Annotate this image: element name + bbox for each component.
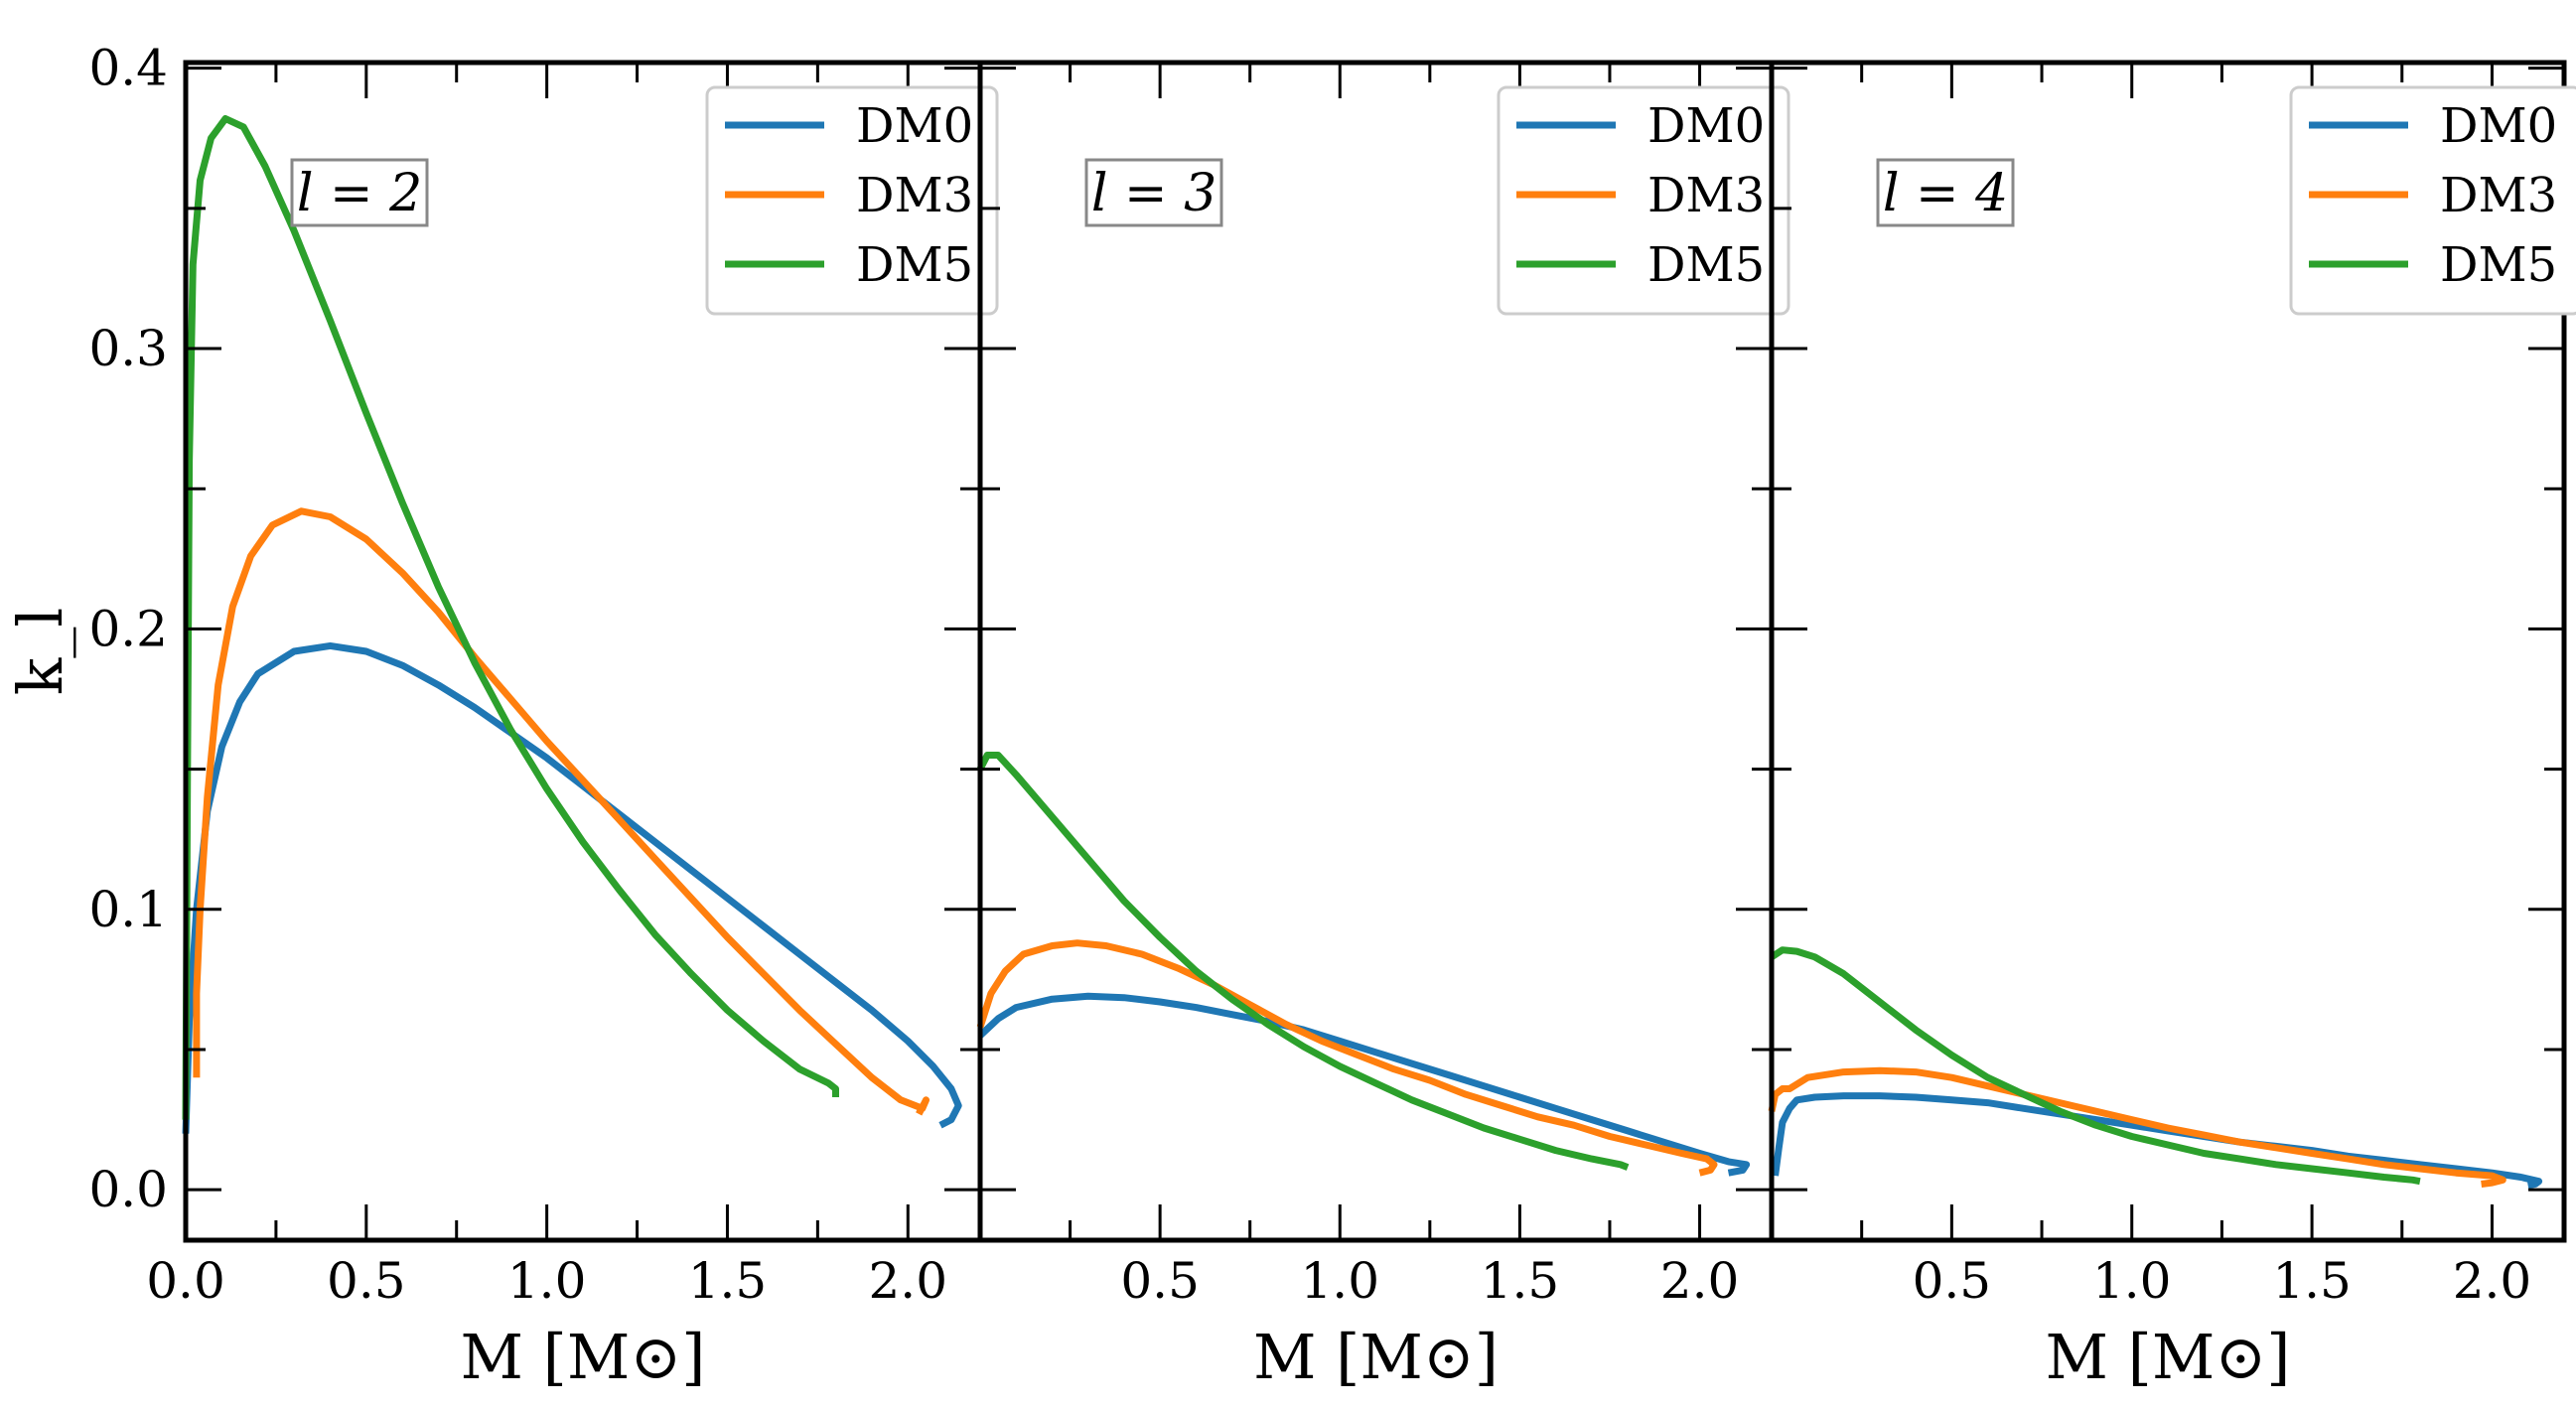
series-line-dm5 — [1770, 946, 2421, 1186]
x-axis-label: M [M⊙] — [1253, 1321, 1499, 1393]
legend-label-dm3: DM3 — [2440, 168, 2557, 223]
legend-label-dm0: DM0 — [856, 98, 973, 154]
y-tick-label: 0.1 — [88, 881, 168, 938]
legend-label-dm0: DM0 — [1647, 98, 1765, 154]
annotation-label: l = 2 — [297, 164, 422, 223]
x-tick-label: 1.0 — [2092, 1252, 2172, 1310]
x-tick-label: 2.0 — [869, 1252, 948, 1310]
x-tick-label: 1.0 — [1301, 1252, 1380, 1310]
annotation-box — [1876, 158, 2015, 227]
panel-2: 0.5 1.0 1.5 2.0 l = 3 DM0 DM3 DM5 M [M⊙] — [976, 60, 1790, 1393]
x-tick-label: 1.5 — [1481, 1252, 1560, 1310]
y-tick-label: 0.2 — [88, 600, 168, 657]
series-line-dm5 — [976, 752, 1630, 1171]
y-tick-label: 0.4 — [88, 40, 168, 97]
y-tick-label: 0.3 — [88, 320, 168, 377]
series-line-dm3 — [976, 939, 1718, 1177]
annotation-label: l = 4 — [1883, 164, 2008, 223]
legend-label-dm5: DM5 — [1647, 237, 1765, 293]
legend-label-dm3: DM3 — [856, 168, 973, 223]
annotation-label: l = 3 — [1091, 164, 1216, 223]
x-tick-label: 1.5 — [688, 1252, 768, 1310]
y-tick-label: 0.0 — [88, 1161, 168, 1218]
legend-label-dm5: DM5 — [856, 237, 973, 293]
legend-label-dm0: DM0 — [2440, 98, 2557, 154]
x-tick-label: 0.5 — [327, 1252, 406, 1310]
legend-label-dm5: DM5 — [2440, 237, 2557, 293]
y-axis-label: k_l — [4, 608, 76, 695]
series-line-dm5 — [182, 115, 839, 1120]
series-line-dm3 — [193, 507, 930, 1116]
axes-frame — [1769, 60, 2567, 1243]
x-tick-label: 2.0 — [1660, 1252, 1740, 1310]
x-tick-label: 0.0 — [146, 1252, 225, 1310]
x-tick-label: 0.5 — [1913, 1252, 1992, 1310]
legend-label-dm3: DM3 — [1647, 168, 1765, 223]
x-axis-label: M [M⊙] — [460, 1321, 705, 1393]
annotation-box — [290, 158, 429, 227]
series-line-dm0 — [1772, 1092, 2543, 1190]
legend-box — [705, 85, 999, 316]
x-tick-label: 1.0 — [507, 1252, 587, 1310]
legend-box — [1497, 85, 1790, 316]
x-tick-label: 1.5 — [2272, 1252, 2352, 1310]
x-tick-label: 2.0 — [2453, 1252, 2532, 1310]
series-line-dm0 — [977, 992, 1751, 1177]
series-line-dm3 — [1768, 1066, 2506, 1188]
x-axis-label: M [M⊙] — [2045, 1321, 2290, 1393]
annotation-box — [1084, 158, 1223, 227]
panel-3: 0.5 1.0 1.5 2.0 l = 4 DM0 DM3 DM5 M [M⊙] — [1768, 60, 2576, 1393]
panel-1: 0.0 0.1 0.2 0.3 0.4 0.0 0.5 1.0 1.5 2.0 l = 2 DM0 DM… — [4, 40, 999, 1393]
series-line-dm0 — [182, 641, 962, 1134]
x-tick-label: 0.5 — [1120, 1252, 1200, 1310]
legend-box — [2289, 85, 2576, 316]
